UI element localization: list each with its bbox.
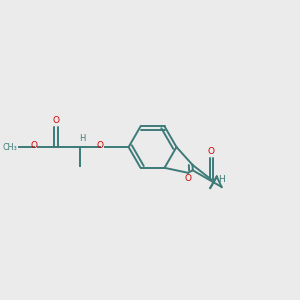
Text: O: O — [208, 147, 215, 156]
Text: H: H — [218, 175, 225, 184]
Text: O: O — [97, 141, 104, 150]
Text: H: H — [79, 134, 85, 143]
Text: O: O — [184, 174, 191, 183]
Text: O: O — [52, 116, 59, 125]
Text: O: O — [30, 141, 37, 150]
Text: CH₃: CH₃ — [3, 142, 18, 152]
